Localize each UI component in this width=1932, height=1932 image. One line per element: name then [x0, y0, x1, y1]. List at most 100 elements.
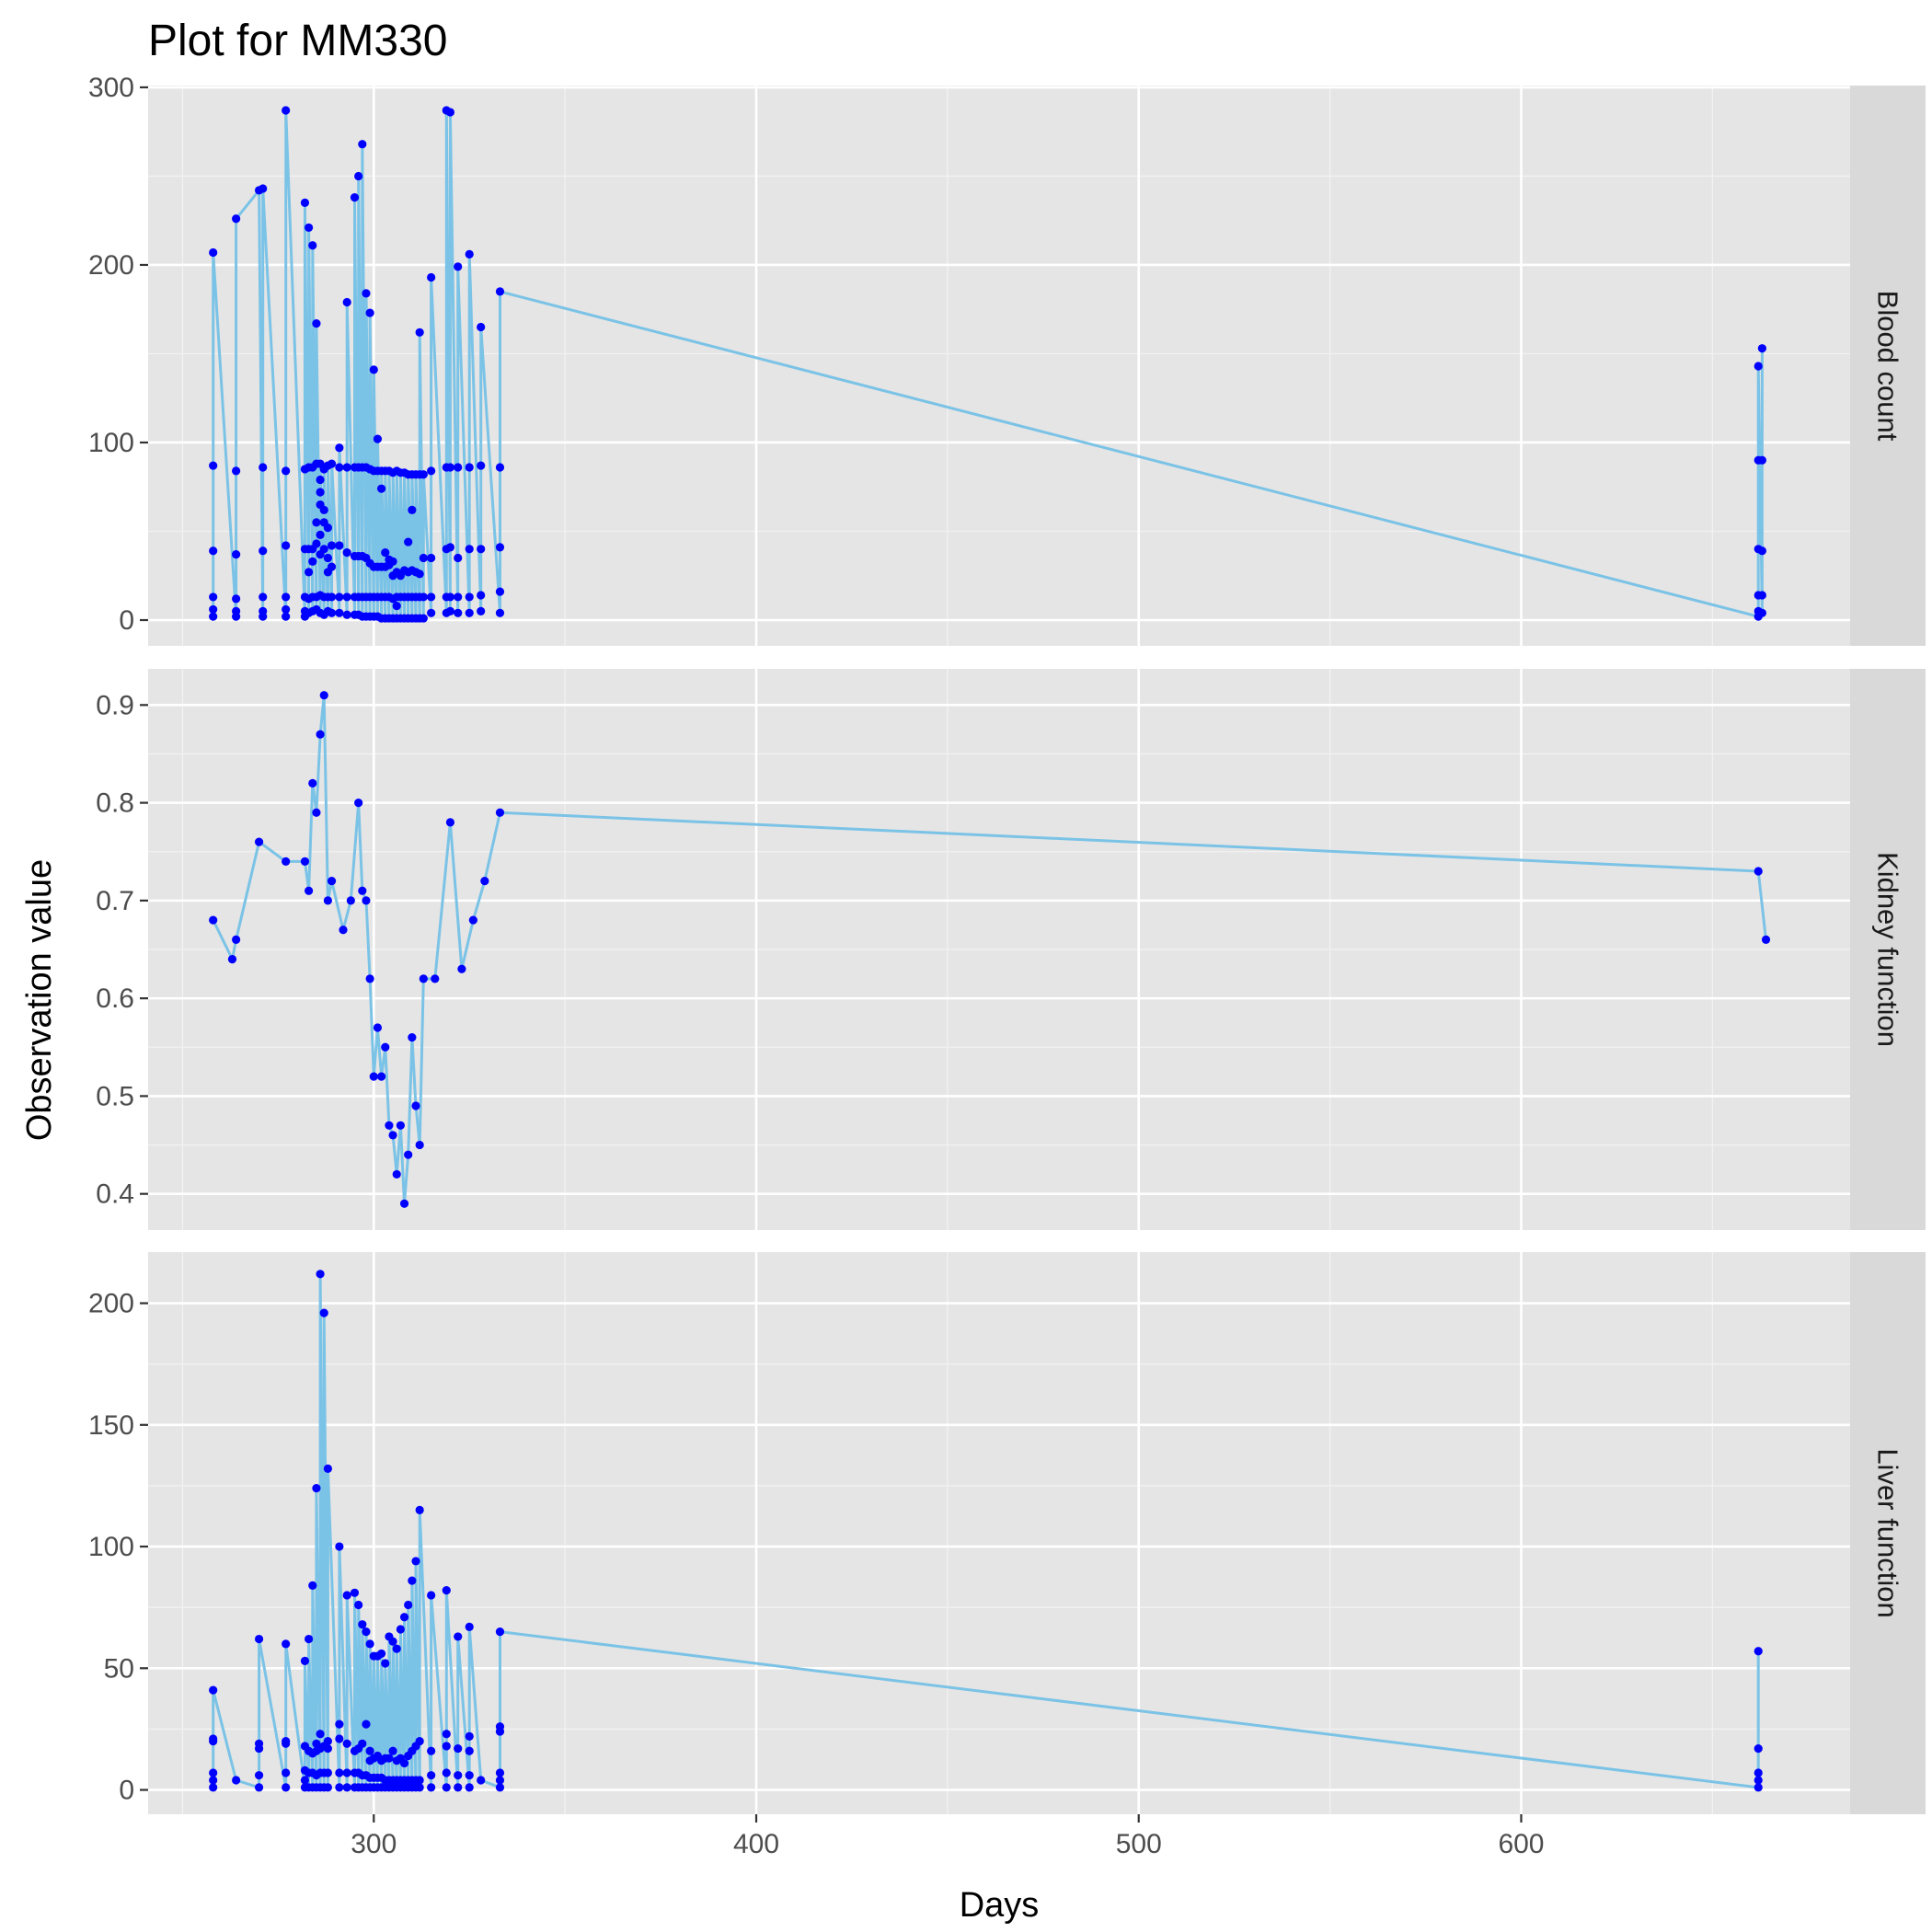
- data-point: [388, 557, 397, 566]
- data-point: [388, 1131, 397, 1140]
- data-point: [282, 612, 291, 621]
- data-point: [369, 365, 378, 374]
- x-tick-label: 300: [351, 1829, 397, 1859]
- data-point: [376, 484, 386, 493]
- facet-strip: [1850, 86, 1926, 646]
- data-point: [427, 1783, 436, 1792]
- data-point: [454, 463, 463, 472]
- data-point: [282, 541, 291, 550]
- data-point: [342, 297, 351, 307]
- data-point: [392, 1169, 401, 1179]
- data-point: [477, 545, 486, 554]
- data-point: [369, 1072, 378, 1081]
- data-point: [316, 730, 325, 739]
- data-point: [1757, 608, 1766, 617]
- data-point: [323, 1737, 332, 1746]
- data-point: [209, 604, 218, 615]
- data-point: [259, 592, 268, 602]
- data-point: [305, 1634, 314, 1644]
- data-point: [209, 612, 218, 621]
- data-point: [308, 557, 317, 566]
- data-point: [358, 886, 367, 895]
- data-point: [342, 592, 351, 602]
- data-point: [209, 1783, 218, 1792]
- data-point: [282, 604, 291, 615]
- y-tick-label: 150: [88, 1410, 134, 1441]
- data-point: [399, 1613, 409, 1622]
- data-point: [1754, 1776, 1763, 1785]
- data-point: [411, 1557, 420, 1566]
- data-point: [335, 1719, 344, 1729]
- facet-strip-label: Liver function: [1872, 1448, 1904, 1617]
- data-point: [415, 1776, 424, 1785]
- data-point: [477, 1776, 486, 1785]
- data-point: [419, 470, 428, 479]
- data-point: [465, 592, 474, 602]
- data-point: [381, 548, 390, 558]
- data-point: [335, 1768, 344, 1777]
- data-point: [442, 1783, 451, 1792]
- data-point: [495, 808, 505, 817]
- data-point: [335, 541, 344, 550]
- data-point: [465, 608, 474, 617]
- data-point: [445, 463, 455, 472]
- data-point: [300, 198, 310, 207]
- data-point: [415, 569, 424, 579]
- y-tick-label: 0: [119, 605, 134, 636]
- data-point: [427, 608, 436, 617]
- y-tick-label: 0.4: [96, 1179, 134, 1210]
- y-tick-label: 100: [88, 1532, 134, 1562]
- facet-strip-label: Blood count: [1872, 291, 1904, 442]
- data-point: [465, 1783, 474, 1792]
- data-point: [442, 1586, 451, 1595]
- data-point: [365, 308, 374, 317]
- data-point: [454, 592, 463, 602]
- data-point: [411, 1101, 420, 1110]
- data-point: [327, 608, 337, 617]
- y-tick-label: 0.9: [96, 690, 134, 720]
- data-point: [339, 926, 348, 935]
- data-point: [308, 778, 317, 788]
- data-point: [495, 543, 505, 552]
- data-point: [408, 505, 417, 514]
- facet-panel: 0.4 0.5 0.6 0.7 0.8 0.9 Kidney function: [96, 669, 1926, 1230]
- data-point: [305, 223, 314, 233]
- data-point: [399, 1758, 409, 1768]
- data-point: [477, 606, 486, 615]
- data-point: [431, 974, 440, 983]
- facet-panels: 0 100 200 300 Blood count 0.4 0.5 0.6 0.7 0.8 0.9 K…: [88, 73, 1926, 1814]
- data-point: [454, 1743, 463, 1754]
- data-point: [316, 1730, 325, 1739]
- data-point: [282, 1768, 291, 1777]
- data-point: [327, 562, 337, 571]
- facet-strip: [1850, 669, 1926, 1230]
- data-point: [209, 592, 218, 602]
- data-point: [465, 1746, 474, 1755]
- data-point: [445, 543, 455, 552]
- data-point: [396, 1121, 405, 1130]
- data-point: [408, 1576, 417, 1585]
- data-point: [442, 1742, 451, 1751]
- data-point: [385, 1754, 394, 1763]
- data-point: [232, 594, 241, 604]
- data-point: [376, 1649, 386, 1659]
- data-point: [373, 434, 383, 443]
- y-tick-label: 0.6: [96, 983, 134, 1014]
- data-point: [365, 974, 374, 983]
- y-tick-label: 0: [119, 1776, 134, 1806]
- data-point: [209, 1737, 218, 1746]
- data-point: [427, 466, 436, 476]
- data-point: [362, 1719, 371, 1729]
- data-point: [312, 518, 321, 527]
- data-point: [442, 1730, 451, 1739]
- data-point: [335, 1734, 344, 1743]
- data-point: [408, 1033, 417, 1042]
- data-point: [300, 1776, 310, 1785]
- x-axis-title: Days: [960, 1886, 1040, 1925]
- data-point: [454, 262, 463, 271]
- data-point: [365, 1639, 374, 1649]
- facet-strip: [1850, 1252, 1926, 1814]
- data-point: [404, 1150, 413, 1159]
- data-point: [259, 546, 268, 556]
